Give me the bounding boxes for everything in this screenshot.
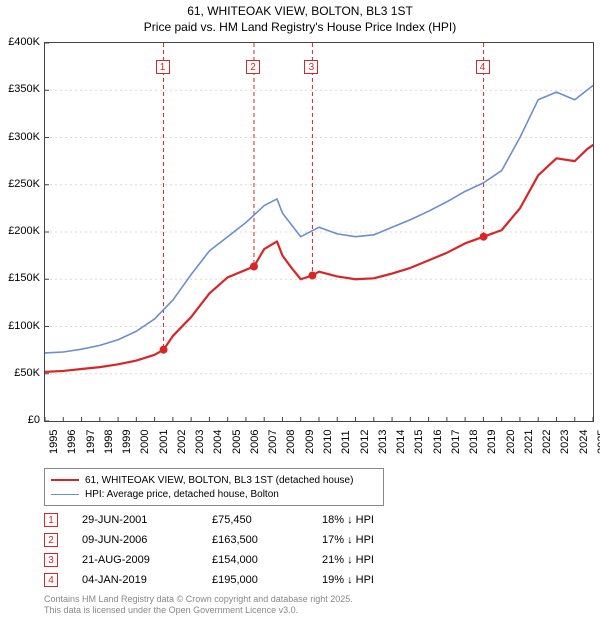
y-tick-label: £250K — [0, 178, 40, 190]
transaction-diff: 19% ↓ HPI — [322, 574, 422, 586]
x-tick-label: 2019 — [486, 430, 498, 454]
x-tick-label: 2018 — [468, 430, 480, 454]
title-line-1: 61, WHITEOAK VIEW, BOLTON, BL3 1ST — [0, 4, 600, 18]
x-tick-label: 2004 — [212, 430, 224, 454]
transaction-marker-3: 3 — [304, 60, 318, 74]
x-tick-label: 1995 — [48, 430, 60, 454]
legend-label-price-paid: 61, WHITEOAK VIEW, BOLTON, BL3 1ST (deta… — [85, 475, 353, 486]
x-tick-label: 2011 — [340, 430, 352, 454]
transaction-row-marker: 4 — [44, 573, 58, 587]
x-tick-label: 2005 — [231, 430, 243, 454]
x-tick-label: 2014 — [395, 430, 407, 454]
x-tick-label: 2006 — [249, 430, 261, 454]
x-tick-label: 1999 — [121, 430, 133, 454]
y-tick-label: £0 — [0, 414, 40, 426]
x-tick-label: 2024 — [578, 430, 590, 454]
x-tick-label: 2008 — [285, 430, 297, 454]
x-tick-label: 1998 — [103, 430, 115, 454]
x-tick-label: 2002 — [176, 430, 188, 454]
transaction-diff: 17% ↓ HPI — [322, 534, 422, 546]
footer-attribution: Contains HM Land Registry data © Crown c… — [44, 594, 353, 616]
x-tick-label: 2015 — [413, 430, 425, 454]
transactions-table: 1 29-JUN-2001£75,45018% ↓ HPI 2 09-JUN-2006… — [44, 510, 422, 590]
x-tick-label: 1996 — [66, 430, 78, 454]
transaction-date: 29-JUN-2001 — [82, 514, 212, 526]
x-tick-label: 2022 — [541, 430, 553, 454]
transaction-marker-2: 2 — [246, 60, 260, 74]
y-tick-label: £100K — [0, 320, 40, 332]
x-tick-label: 2001 — [158, 430, 170, 454]
transaction-row-marker: 3 — [44, 553, 58, 567]
y-tick-label: £200K — [0, 225, 40, 237]
transaction-marker-4: 4 — [476, 60, 490, 74]
x-tick-label: 2013 — [377, 430, 389, 454]
legend-swatch-price-paid — [51, 479, 79, 481]
footer-line-1: Contains HM Land Registry data © Crown c… — [44, 594, 353, 605]
transaction-price: £195,000 — [212, 574, 322, 586]
x-tick-label: 2021 — [523, 430, 535, 454]
transaction-date: 21-AUG-2009 — [82, 554, 212, 566]
transaction-row: 1 29-JUN-2001£75,45018% ↓ HPI — [44, 510, 422, 530]
transaction-date: 04-JAN-2019 — [82, 574, 212, 586]
y-tick-label: £400K — [0, 36, 40, 48]
x-tick-label: 2016 — [432, 430, 444, 454]
x-tick-label: 2007 — [267, 430, 279, 454]
title-line-2: Price paid vs. HM Land Registry's House … — [0, 20, 600, 34]
legend: 61, WHITEOAK VIEW, BOLTON, BL3 1ST (deta… — [44, 468, 384, 506]
transaction-row: 4 04-JAN-2019£195,00019% ↓ HPI — [44, 570, 422, 590]
footer-line-2: This data is licensed under the Open Gov… — [44, 605, 353, 616]
transaction-price: £163,500 — [212, 534, 322, 546]
x-tick-label: 2025 — [596, 430, 600, 454]
title-block: 61, WHITEOAK VIEW, BOLTON, BL3 1ST Price… — [0, 4, 600, 34]
legend-item-hpi: HPI: Average price, detached house, Bolt… — [51, 487, 377, 501]
y-tick-label: £350K — [0, 83, 40, 95]
transaction-row: 3 21-AUG-2009£154,00021% ↓ HPI — [44, 550, 422, 570]
transaction-row-marker: 2 — [44, 533, 58, 547]
x-tick-label: 2020 — [505, 430, 517, 454]
x-tick-label: 1997 — [85, 430, 97, 454]
transaction-diff: 18% ↓ HPI — [322, 514, 422, 526]
y-tick-label: £150K — [0, 272, 40, 284]
x-tick-label: 2017 — [450, 430, 462, 454]
chart-container: 61, WHITEOAK VIEW, BOLTON, BL3 1ST Price… — [0, 0, 600, 620]
plot-svg — [45, 43, 593, 421]
transaction-row-marker: 1 — [44, 513, 58, 527]
x-tick-label: 2023 — [559, 430, 571, 454]
y-tick-label: £300K — [0, 131, 40, 143]
plot-area — [44, 42, 594, 422]
x-tick-label: 2003 — [194, 430, 206, 454]
x-tick-label: 2010 — [322, 430, 334, 454]
transaction-row: 2 09-JUN-2006£163,50017% ↓ HPI — [44, 530, 422, 550]
transaction-price: £154,000 — [212, 554, 322, 566]
x-tick-label: 2009 — [304, 430, 316, 454]
legend-label-hpi: HPI: Average price, detached house, Bolt… — [85, 489, 279, 500]
legend-item-price-paid: 61, WHITEOAK VIEW, BOLTON, BL3 1ST (deta… — [51, 473, 377, 487]
transaction-price: £75,450 — [212, 514, 322, 526]
transaction-date: 09-JUN-2006 — [82, 534, 212, 546]
legend-swatch-hpi — [51, 494, 79, 495]
x-tick-label: 2012 — [359, 430, 371, 454]
transaction-diff: 21% ↓ HPI — [322, 554, 422, 566]
y-tick-label: £50K — [0, 367, 40, 379]
x-tick-label: 2000 — [139, 430, 151, 454]
transaction-marker-1: 1 — [156, 60, 170, 74]
